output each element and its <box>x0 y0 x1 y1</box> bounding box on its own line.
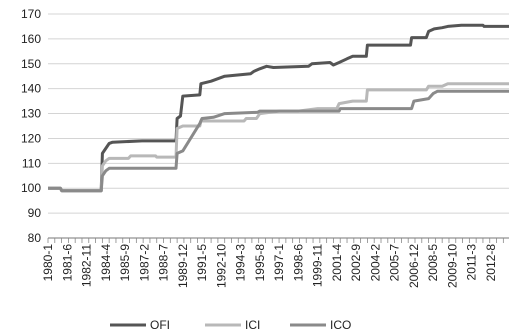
x-tick-label: 1980-1 <box>41 244 55 282</box>
series-line-ico <box>48 89 509 193</box>
legend-label: OFI <box>150 318 170 332</box>
y-tick-label: 160 <box>21 32 41 46</box>
x-tick-label: 1997-1 <box>272 244 286 282</box>
x-tick-label: 1998-6 <box>291 244 305 282</box>
y-tick-label: 150 <box>21 57 41 71</box>
legend-label: ICI <box>245 318 260 332</box>
legend-item-ofi: OFI <box>110 318 170 332</box>
x-tick-label: 2011-3 <box>465 244 479 281</box>
x-tick-label: 2008-5 <box>426 244 440 282</box>
legend: OFI ICI ICO <box>110 318 351 332</box>
x-tick-label: 1987-2 <box>137 244 151 282</box>
y-tick-label: 90 <box>28 206 42 220</box>
y-tick-label: 120 <box>21 131 41 145</box>
x-tick-label: 1992-10 <box>214 244 228 288</box>
x-tick-label: 2012-8 <box>484 244 498 282</box>
x-tick-label: 2005-7 <box>388 244 402 282</box>
x-tick-label: 1999-11 <box>311 244 325 287</box>
series-line-ofi <box>48 23 509 193</box>
gridlines <box>48 13 509 214</box>
legend-item-ici: ICI <box>205 318 260 332</box>
x-tick-label: 2009-10 <box>445 244 459 288</box>
series-lines <box>48 23 509 193</box>
y-tick-label: 140 <box>21 82 41 96</box>
y-tick-label: 80 <box>28 231 42 245</box>
x-tick-label: 1984-4 <box>99 244 113 282</box>
x-tick-label: 1994-3 <box>234 244 248 282</box>
x-tick-label: 1989-12 <box>176 244 190 288</box>
x-tick-label: 1981-6 <box>60 244 74 282</box>
x-tick-label: 2004-2 <box>368 244 382 282</box>
y-tick-label: 170 <box>21 7 41 21</box>
y-tick-labels: 80 90 100 110 120 130 140 150 160 170 <box>21 7 41 245</box>
y-tick-label: 130 <box>21 107 41 121</box>
y-tick-label: 100 <box>21 181 41 195</box>
x-tick-label: 1988-7 <box>157 244 171 282</box>
x-tick-label: 1995-8 <box>253 244 267 282</box>
x-tick-label: 2002-9 <box>349 244 363 282</box>
axes <box>47 237 509 243</box>
series-line-ici <box>48 82 509 193</box>
x-tick-label: 1991-5 <box>195 244 209 282</box>
x-tick-label: 1985-9 <box>118 244 132 282</box>
x-tick-label: 2001-4 <box>330 244 344 282</box>
y-tick-label: 110 <box>22 156 41 170</box>
x-tick-labels: 1980-1 1981-6 1982-11 1984-4 1985-9 1987-2 198… <box>41 244 498 288</box>
x-tick-label: 2006-12 <box>407 244 421 288</box>
x-tick-label: 1982-11 <box>80 244 94 287</box>
legend-label: ICO <box>330 318 351 332</box>
legend-item-ico: ICO <box>290 318 351 332</box>
